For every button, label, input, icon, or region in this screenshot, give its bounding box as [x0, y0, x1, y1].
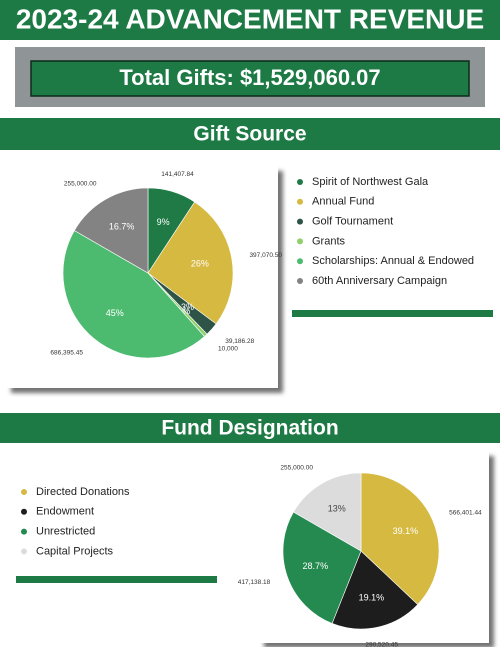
- value-label: 39,186.28: [225, 338, 254, 345]
- header-band: [0, 0, 500, 40]
- legend-label: 60th Anniversary Campaign: [312, 275, 447, 287]
- legend-swatch: [21, 528, 27, 535]
- legend-swatch: [297, 218, 303, 225]
- pie-slice: [62, 230, 205, 359]
- percent-label: 19.1%: [359, 593, 385, 603]
- percent-label: 16.7%: [109, 222, 135, 232]
- legend-label: Directed Donations: [36, 486, 130, 498]
- chart-title: Gift Source: [193, 123, 306, 146]
- legend-label: Golf Tournament: [312, 216, 393, 228]
- value-label: 255,000.00: [64, 181, 97, 188]
- pie-slice: [293, 472, 362, 552]
- percent-label: 28.7%: [303, 561, 329, 571]
- percent-label: 13%: [328, 504, 346, 514]
- pie-slice: [360, 472, 440, 605]
- value-label: 397,070.50: [249, 252, 282, 259]
- legend-swatch: [297, 198, 303, 205]
- section-band: [0, 118, 500, 150]
- legend-label: Unrestricted: [36, 526, 95, 538]
- legend-swatch: [297, 278, 303, 284]
- value-label: 417,138.18: [238, 579, 271, 586]
- page-title: 2023-24 ADVANCEMENT REVENUE: [16, 3, 484, 34]
- value-label: 566,401.44: [449, 510, 482, 517]
- value-label: 141,407.84: [161, 171, 194, 178]
- legend-label: Endowment: [36, 506, 94, 518]
- pie-slice: [147, 201, 234, 325]
- value-label: 290,520.45: [365, 641, 398, 647]
- legend-swatch: [297, 258, 303, 265]
- legend-swatch: [21, 548, 27, 555]
- legend-label: Scholarships: Annual & Endowed: [312, 255, 474, 267]
- legend-label: Capital Projects: [36, 545, 114, 557]
- legend-label: Annual Fund: [312, 196, 374, 208]
- chart-title: Fund Designation: [161, 417, 338, 440]
- percent-label: 45%: [106, 308, 124, 318]
- value-label: 686,395.45: [50, 350, 83, 357]
- total-text: Total Gifts: $1,529,060.07: [119, 65, 380, 90]
- divider: [16, 576, 217, 583]
- legend-swatch: [297, 179, 303, 185]
- percent-label: 9%: [157, 217, 170, 227]
- value-label: 255,000.00: [280, 465, 313, 472]
- percent-label: 26%: [191, 258, 209, 268]
- legend-swatch: [21, 489, 27, 495]
- pie-slice: [73, 187, 149, 274]
- percent-label: 1%: [177, 306, 190, 316]
- divider: [292, 310, 493, 317]
- value-label: 10,000: [218, 345, 238, 352]
- percent-label: 39.1%: [393, 526, 419, 536]
- legend-swatch: [21, 508, 27, 515]
- percent-label: 3%: [181, 302, 194, 312]
- legend-label: Grants: [312, 235, 346, 247]
- legend-label: Spirit of Northwest Gala: [312, 176, 429, 188]
- legend-swatch: [297, 238, 303, 245]
- section-band: [0, 413, 500, 443]
- total-inner: [30, 60, 470, 97]
